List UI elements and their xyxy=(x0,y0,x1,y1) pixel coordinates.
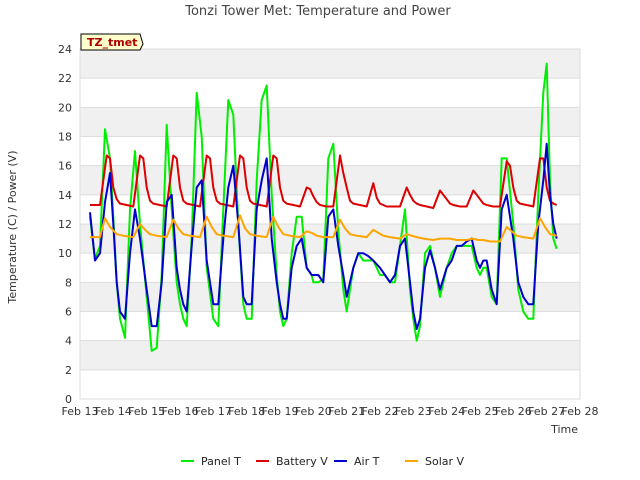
series-line-air-t xyxy=(89,142,558,330)
legend: Panel T Battery V Air T Solar V xyxy=(181,455,465,468)
y-tick-label: 24 xyxy=(58,43,72,56)
site-label-box: TZ_tmet xyxy=(80,33,144,51)
series-line-battery-v xyxy=(90,154,558,209)
x-tick-label: Feb 22 xyxy=(362,405,399,418)
plot-band xyxy=(80,340,580,370)
x-tick-label: Feb 21 xyxy=(328,405,365,418)
y-tick-label: 4 xyxy=(65,335,72,348)
y-tick-label: 8 xyxy=(65,276,72,289)
series-line-solar-v xyxy=(90,214,557,243)
x-tick-label: Feb 20 xyxy=(295,405,332,418)
legend-label-battery-v: Battery V xyxy=(276,455,328,468)
x-tick-label: Feb 24 xyxy=(428,405,465,418)
series-group xyxy=(89,62,558,352)
y-tick-label: 6 xyxy=(65,306,72,319)
x-tick-label: Feb 26 xyxy=(495,405,532,418)
y-tick-label: 12 xyxy=(58,218,72,231)
plot-band xyxy=(80,165,580,195)
plot-band xyxy=(80,282,580,312)
legend-label-solar-v: Solar V xyxy=(425,455,465,468)
plot-band xyxy=(80,369,580,399)
x-tick-label: Feb 27 xyxy=(528,405,565,418)
plot-frame xyxy=(79,48,581,400)
y-tick-label: 22 xyxy=(58,72,72,85)
x-axis-label: Time xyxy=(550,423,578,436)
x-tick-label: Feb 16 xyxy=(162,405,199,418)
x-tick-label: Feb 18 xyxy=(228,405,265,418)
x-tick-label: Feb 23 xyxy=(395,405,432,418)
chart-title: Tonzi Tower Met: Temperature and Power xyxy=(184,4,451,19)
x-tick-label: Feb 25 xyxy=(462,405,499,418)
plot-band xyxy=(80,253,580,283)
y-axis-label: Temperature (C) / Power (V) xyxy=(6,150,19,304)
y-tick-label: 16 xyxy=(58,160,72,173)
y-tick-label: 2 xyxy=(65,364,72,377)
plot-band xyxy=(80,107,580,137)
x-tick-label: Feb 15 xyxy=(128,405,165,418)
x-tick-label: Feb 28 xyxy=(562,405,599,418)
plot-band xyxy=(80,49,580,79)
y-tick-label: 0 xyxy=(65,393,72,406)
x-tick-label: Feb 19 xyxy=(262,405,299,418)
site-label: TZ_tmet xyxy=(87,36,137,49)
plot-band xyxy=(80,311,580,341)
plot-band xyxy=(80,78,580,108)
x-tick-label: Feb 13 xyxy=(62,405,99,418)
y-tick-label: 18 xyxy=(58,131,72,144)
y-tick-label: 14 xyxy=(58,189,72,202)
x-tick-label: Feb 17 xyxy=(195,405,232,418)
legend-label-panel-t: Panel T xyxy=(201,455,241,468)
y-tick-label: 20 xyxy=(58,101,72,114)
x-tick-label: Feb 14 xyxy=(95,405,132,418)
legend-label-air-t: Air T xyxy=(354,455,380,468)
y-tick-label: 10 xyxy=(58,247,72,260)
